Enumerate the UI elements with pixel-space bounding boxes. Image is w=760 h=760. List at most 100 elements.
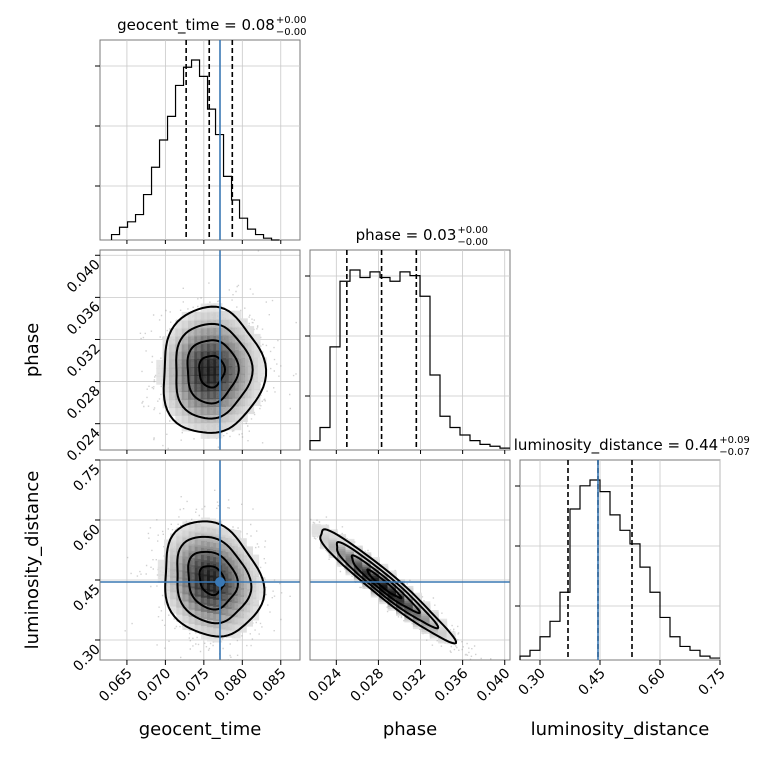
density-cell xyxy=(225,528,235,538)
density-cell xyxy=(188,536,198,546)
density-cell xyxy=(200,429,210,439)
xlabel-luminosity_distance: luminosity_distance xyxy=(531,719,710,740)
density-cell xyxy=(182,564,192,574)
density-cell xyxy=(175,320,185,329)
panel-frame xyxy=(309,459,511,661)
density-cell xyxy=(231,615,241,625)
density-cell xyxy=(182,599,192,609)
density-cell xyxy=(207,632,216,642)
density-cell xyxy=(200,335,210,345)
density-cell xyxy=(169,351,178,361)
density-cell xyxy=(232,421,242,431)
density-cell xyxy=(188,586,198,596)
density-cell xyxy=(162,351,172,361)
density-cell xyxy=(226,310,236,320)
density-cell xyxy=(169,359,178,369)
density-cell xyxy=(213,326,223,336)
density-cell xyxy=(232,342,242,352)
density-cell xyxy=(188,374,197,384)
density-cell xyxy=(170,540,180,550)
density-cell xyxy=(194,351,204,361)
density-cell xyxy=(232,365,242,375)
contour-level xyxy=(198,565,226,597)
density-cell xyxy=(219,397,229,407)
density-cell xyxy=(207,518,216,528)
density-cell xyxy=(231,530,241,539)
density-cell xyxy=(175,359,185,369)
density-cell xyxy=(194,608,204,618)
density-cell xyxy=(181,335,191,345)
density-cell xyxy=(251,365,261,375)
density-cell xyxy=(226,358,236,368)
density-cell xyxy=(219,620,229,630)
density-cell xyxy=(226,350,236,360)
density-cell xyxy=(194,382,204,392)
density-cell xyxy=(219,326,229,336)
density-cell xyxy=(245,389,255,399)
density-cell xyxy=(219,342,229,352)
density-cell xyxy=(244,582,253,591)
density-cell xyxy=(213,548,223,558)
density-cell xyxy=(219,584,229,594)
density-cell xyxy=(175,327,185,337)
density-cell xyxy=(169,391,178,401)
density-cell xyxy=(257,365,267,375)
density-cell xyxy=(251,357,261,367)
density-cell xyxy=(162,344,172,353)
contour-level xyxy=(335,540,440,630)
tick-label-geocent_time: 0.070 xyxy=(135,666,175,706)
density-cell xyxy=(181,343,191,353)
density-cell xyxy=(231,579,241,589)
contour-level xyxy=(186,339,240,405)
density-cell xyxy=(213,569,223,579)
density-cell xyxy=(232,413,242,423)
density-cell xyxy=(225,536,235,545)
density-cell xyxy=(170,604,180,614)
density-cell xyxy=(226,421,236,431)
density-cell xyxy=(237,609,247,619)
density-cell xyxy=(207,342,216,352)
density-cell xyxy=(194,587,204,597)
density-cell xyxy=(188,406,197,416)
panel-frame xyxy=(309,249,511,451)
density-cell xyxy=(231,544,241,554)
title-phase: phase = 0.03 xyxy=(356,226,457,244)
density-cell xyxy=(244,546,253,556)
density-cell xyxy=(194,343,204,353)
density-cell xyxy=(219,527,229,537)
density-cell xyxy=(181,383,191,392)
density-cell xyxy=(362,552,372,562)
density-cell xyxy=(251,333,261,343)
density-cell xyxy=(250,597,260,607)
density-cell xyxy=(244,589,253,599)
density-cell xyxy=(194,319,204,329)
density-cell xyxy=(170,533,180,543)
density-cell xyxy=(207,575,216,585)
density-cell xyxy=(207,311,216,321)
density-cell xyxy=(194,601,204,611)
density-cell xyxy=(250,575,260,585)
density-cell xyxy=(251,341,261,351)
density-cell xyxy=(188,327,197,337)
density-cell xyxy=(219,534,229,544)
density-cell xyxy=(226,366,236,376)
density-cell xyxy=(245,334,255,343)
tick-label-phase: 0.040 xyxy=(64,257,104,297)
panel-frame xyxy=(99,39,301,241)
density-cell xyxy=(238,318,248,328)
density-cell xyxy=(213,633,223,643)
density-cell xyxy=(162,383,172,393)
density-cell xyxy=(250,604,260,614)
density-cell xyxy=(238,350,248,359)
density-cell xyxy=(237,588,247,597)
density-cell xyxy=(182,613,192,623)
density-cell xyxy=(237,573,247,583)
tick-label-geocent_time: 0.075 xyxy=(173,666,213,706)
density-cell xyxy=(170,569,180,578)
density-cell xyxy=(176,570,186,580)
density-cell xyxy=(200,406,210,416)
density-cell xyxy=(213,358,223,368)
tick-label-geocent_time: 0.065 xyxy=(96,666,136,706)
tick-label-phase: 0.040 xyxy=(474,666,514,706)
density-cell xyxy=(219,334,229,344)
